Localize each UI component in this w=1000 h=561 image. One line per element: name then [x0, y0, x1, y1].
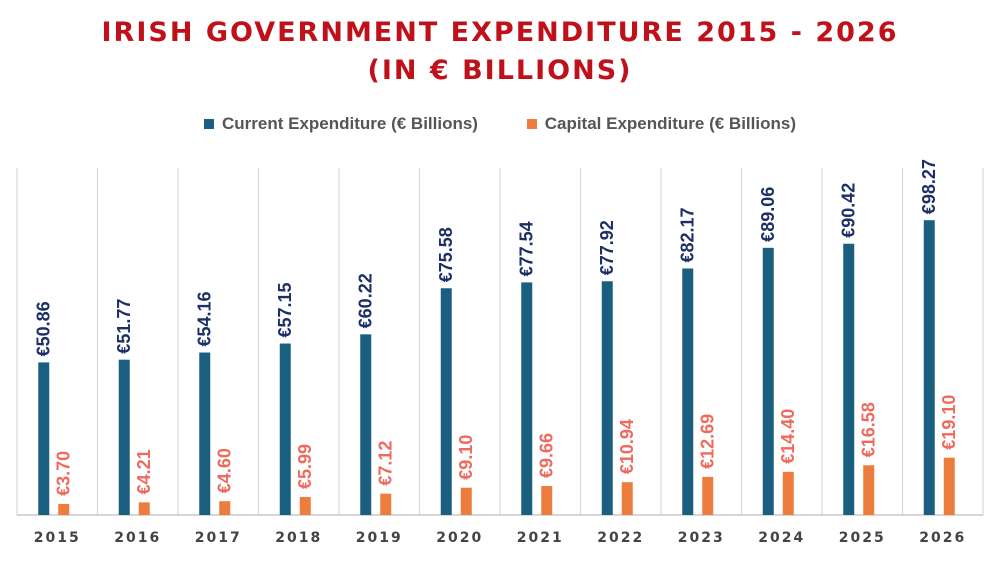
bar-current-2021 [521, 282, 533, 515]
x-tick-label-2026: 2026 [919, 530, 966, 546]
data-label-current-2020: €75.58 [436, 227, 456, 282]
bar-capital-2020 [460, 487, 472, 515]
data-label-current-2016: €51.77 [114, 299, 134, 354]
chart-title: IRISH GOVERNMENT EXPENDITURE 2015 - 2026… [0, 14, 1000, 90]
data-label-capital-2015: €3.70 [54, 451, 74, 496]
x-tick-label-2025: 2025 [839, 530, 886, 546]
data-label-capital-2026: €19.10 [939, 395, 959, 450]
bar-current-2025 [843, 243, 855, 516]
bar-current-2019 [360, 334, 372, 515]
data-label-capital-2023: €12.69 [698, 414, 718, 469]
x-tick-label-2018: 2018 [275, 530, 322, 546]
bar-current-2023 [682, 268, 694, 515]
legend-item-current: Current Expenditure (€ Billions) [204, 114, 478, 134]
bar-current-2022 [601, 281, 613, 515]
legend: Current Expenditure (€ Billions) Capital… [0, 114, 1000, 134]
data-label-current-2022: €77.92 [597, 220, 617, 275]
bar-current-2026 [923, 220, 935, 515]
bar-capital-2023 [702, 476, 714, 515]
x-tick-label-2021: 2021 [517, 530, 564, 546]
bar-capital-2015 [58, 503, 70, 515]
bar-current-2018 [279, 343, 291, 515]
bar-capital-2025 [863, 465, 875, 515]
chart-title-line-1: IRISH GOVERNMENT EXPENDITURE 2015 - 2026 [101, 17, 899, 48]
data-label-current-2026: €98.27 [919, 159, 939, 214]
data-label-capital-2017: €4.60 [215, 448, 235, 493]
chart-title-line-2: (IN € BILLIONS) [367, 55, 633, 86]
x-tick-label-2024: 2024 [758, 530, 805, 546]
x-tick-label-2017: 2017 [195, 530, 242, 546]
bar-capital-2021 [541, 486, 553, 515]
legend-swatch-capital [526, 118, 537, 129]
bar-capital-2024 [782, 471, 794, 515]
x-tick-label-2022: 2022 [597, 530, 644, 546]
data-label-capital-2021: €9.66 [537, 433, 557, 478]
x-tick-label-2023: 2023 [678, 530, 725, 546]
data-label-capital-2016: €4.21 [134, 449, 154, 494]
legend-label-current: Current Expenditure (€ Billions) [222, 114, 478, 133]
bar-current-2020 [440, 288, 452, 515]
bar-capital-2018 [299, 497, 311, 515]
data-label-current-2023: €82.17 [678, 207, 698, 262]
data-label-current-2025: €90.42 [839, 183, 859, 238]
bar-capital-2016 [138, 502, 150, 515]
bar-current-2024 [762, 247, 774, 515]
x-tick-label-2015: 2015 [34, 530, 81, 546]
data-label-current-2015: €50.86 [34, 301, 54, 356]
legend-item-capital: Capital Expenditure (€ Billions) [526, 114, 796, 134]
x-tick-label-2016: 2016 [114, 530, 161, 546]
bar-capital-2017 [219, 501, 231, 515]
data-label-current-2021: €77.54 [517, 221, 537, 276]
legend-swatch-current [204, 118, 214, 129]
x-tick-label-2019: 2019 [356, 530, 403, 546]
data-label-capital-2025: €16.58 [859, 402, 879, 457]
data-label-capital-2020: €9.10 [456, 435, 476, 480]
data-label-capital-2024: €14.40 [778, 409, 798, 464]
legend-label-capital: Capital Expenditure (€ Billions) [544, 114, 796, 133]
data-label-capital-2018: €5.99 [295, 444, 315, 489]
bar-current-2016 [118, 359, 130, 515]
data-label-current-2024: €89.06 [758, 187, 778, 242]
bar-current-2015 [38, 362, 50, 515]
data-label-capital-2022: €10.94 [617, 419, 637, 474]
bar-capital-2026 [943, 457, 955, 515]
data-label-current-2019: €60.22 [356, 273, 376, 328]
data-label-capital-2019: €7.12 [376, 441, 396, 486]
bar-capital-2022 [621, 482, 633, 515]
x-tick-label-2020: 2020 [436, 530, 483, 546]
bar-current-2017 [199, 352, 211, 515]
bar-capital-2019 [380, 493, 392, 515]
data-label-current-2017: €54.16 [195, 291, 215, 346]
data-label-current-2018: €57.15 [275, 282, 295, 337]
